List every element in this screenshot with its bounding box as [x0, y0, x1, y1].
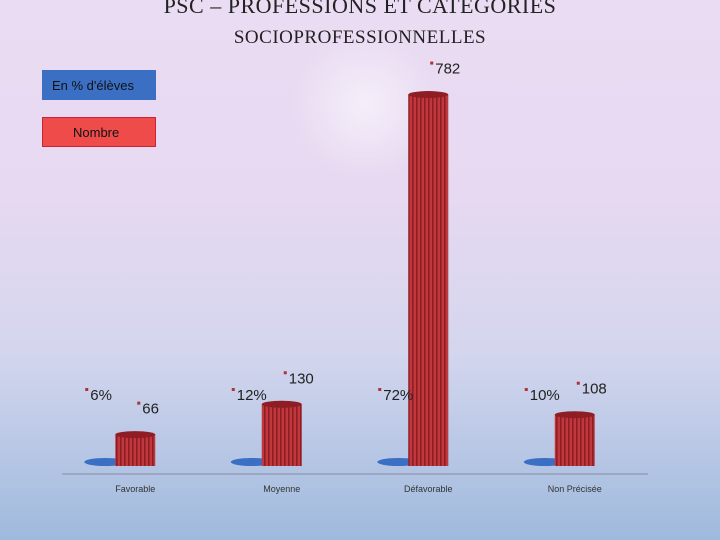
- count-label-bullet-1: [137, 401, 141, 405]
- count-bar-cap-3: [408, 91, 449, 99]
- legend-percent-label: En % d'élèves: [52, 77, 134, 93]
- chart-title: PSC – PROFESSIONS ET CATÉGORIES: [163, 0, 557, 18]
- count-label-bullet-2: [283, 371, 287, 375]
- percent-label-bullet-1: [85, 388, 89, 391]
- count-bar-cap-1: [115, 431, 156, 439]
- legend-count-label: Nombre: [73, 124, 120, 140]
- percent-value-label-3: 72%: [383, 387, 413, 404]
- legend-count: Nombre: [42, 117, 156, 147]
- count-label-bullet-4: [576, 381, 580, 385]
- count-bar-4: [554, 414, 595, 466]
- percent-label-bullet-3: [378, 388, 382, 391]
- count-value-label-2: 130: [289, 370, 314, 387]
- count-bar-2: [261, 404, 302, 466]
- count-label-bullet-3: [430, 61, 434, 65]
- percent-value-label-1: 6%: [90, 387, 112, 404]
- percent-value-label-4: 10%: [530, 387, 560, 404]
- legend-percent: En % d'élèves: [42, 70, 156, 100]
- category-label-1: Favorable: [115, 484, 155, 494]
- chart-subtitle: SOCIOPROFESSIONNELLES: [233, 27, 487, 48]
- percent-label-bullet-2: [231, 388, 235, 391]
- percent-value-label-2: 12%: [237, 387, 267, 404]
- count-value-label-4: 108: [582, 381, 607, 398]
- count-bar-3: [408, 94, 449, 467]
- percent-label-bullet-4: [524, 388, 528, 391]
- count-value-label-3: 782: [435, 61, 460, 78]
- category-label-3: Défavorable: [404, 484, 453, 494]
- count-bar-cap-2: [261, 400, 302, 408]
- count-value-label-1: 66: [142, 401, 159, 418]
- category-label-4: Non Précisée: [548, 484, 602, 494]
- count-bar-1: [115, 434, 156, 466]
- count-bar-cap-4: [554, 411, 595, 419]
- category-label-2: Moyenne: [263, 484, 300, 494]
